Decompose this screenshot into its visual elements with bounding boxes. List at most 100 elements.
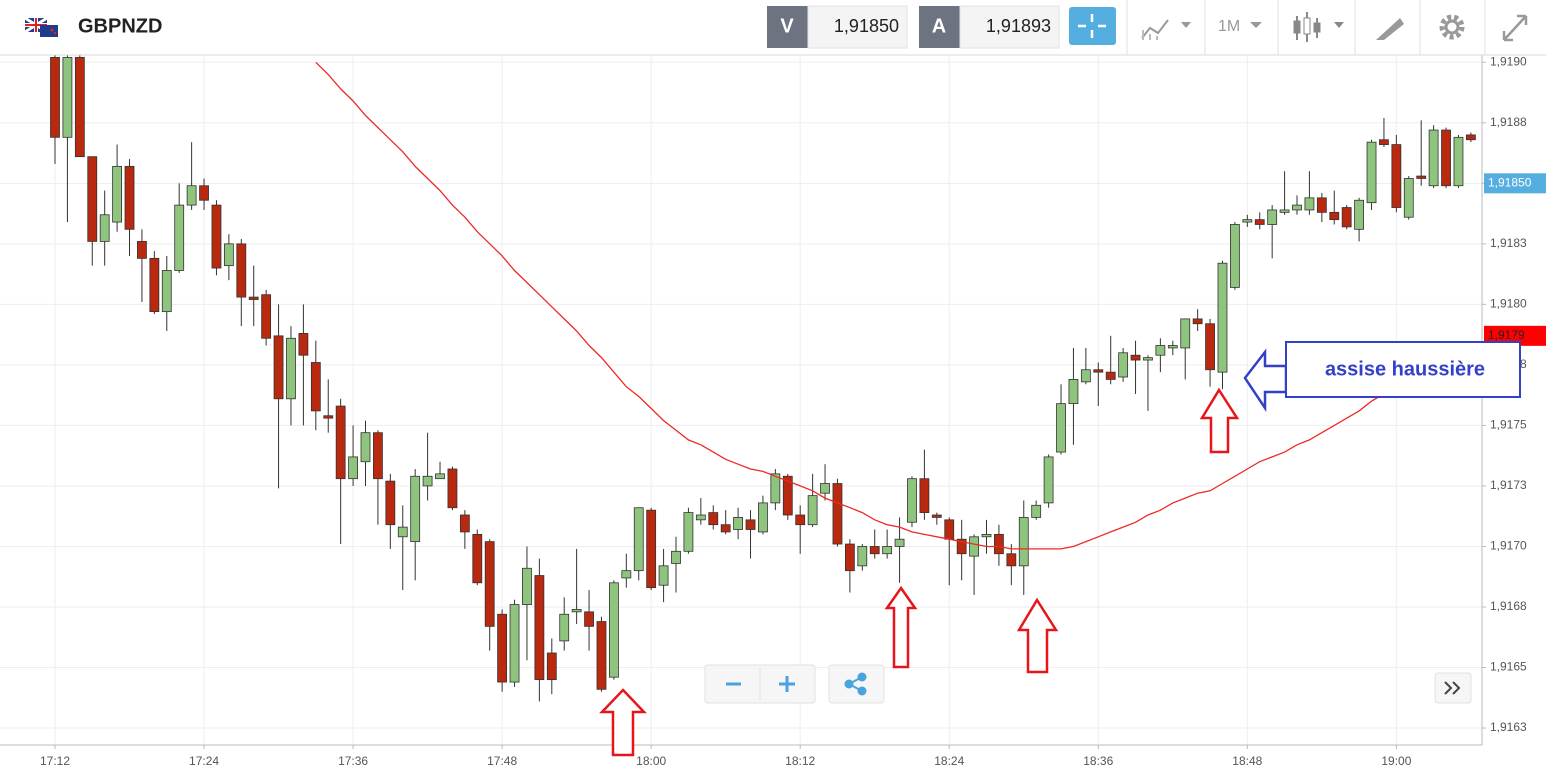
toolbar: GBPNZD V 1,91850 A 1,91893 1M bbox=[0, 0, 1546, 56]
candle-body bbox=[298, 333, 309, 356]
timeframe[interactable]: 1M bbox=[1218, 18, 1240, 35]
candle-body bbox=[770, 473, 781, 504]
candle-body bbox=[112, 165, 122, 223]
candle-body bbox=[1205, 323, 1215, 371]
candle-body bbox=[484, 541, 495, 627]
x-tick-label: 18:12 bbox=[785, 754, 815, 768]
candle-body bbox=[546, 652, 557, 681]
candle-body bbox=[1093, 369, 1104, 373]
plot-area bbox=[50, 55, 1476, 702]
candle-body bbox=[459, 514, 470, 533]
candle-body bbox=[1031, 504, 1042, 518]
scroll-right-button[interactable] bbox=[1434, 672, 1472, 704]
axes: 1,91901,91881,91851,91831,91801,91781,91… bbox=[40, 54, 1527, 768]
x-tick-label: 17:12 bbox=[40, 754, 70, 768]
candle-body bbox=[820, 483, 830, 494]
annotation-box bbox=[1285, 341, 1521, 398]
candle-body bbox=[1441, 129, 1451, 187]
candle-body bbox=[1230, 224, 1240, 288]
candle-body bbox=[733, 517, 743, 530]
price-tag-label: 1,91850 bbox=[1488, 175, 1532, 189]
candle-body bbox=[534, 575, 545, 681]
indicators-button[interactable] bbox=[1141, 19, 1191, 40]
candle-body bbox=[1453, 136, 1464, 187]
candle-body bbox=[273, 335, 284, 400]
candle-body bbox=[397, 526, 408, 538]
candle-body bbox=[497, 613, 508, 683]
candle-body bbox=[447, 468, 458, 509]
candle-body bbox=[348, 456, 358, 480]
candle-body bbox=[944, 519, 955, 540]
up-arrow bbox=[1199, 387, 1240, 454]
candle-body bbox=[1155, 345, 1166, 356]
candle-body bbox=[683, 512, 694, 552]
candle-body bbox=[1379, 139, 1389, 145]
draw-tool-button[interactable] bbox=[1376, 18, 1404, 40]
chart-type-button[interactable] bbox=[1293, 12, 1344, 42]
price-tags: 1,91850 1,9179 bbox=[1484, 173, 1546, 346]
candle-body bbox=[596, 621, 607, 690]
candle-body bbox=[99, 214, 110, 242]
candle-body bbox=[1242, 219, 1253, 223]
candle-body bbox=[720, 524, 731, 533]
candle-body bbox=[1180, 318, 1191, 349]
candle-body bbox=[422, 475, 433, 487]
candle-body bbox=[522, 567, 532, 605]
candle-body bbox=[1056, 403, 1066, 453]
buy-button[interactable] bbox=[919, 6, 960, 48]
crosshair-button[interactable] bbox=[1069, 7, 1116, 45]
share-button[interactable] bbox=[828, 664, 885, 704]
sell-price: 1,91850 bbox=[834, 16, 899, 36]
candle-body bbox=[1366, 141, 1377, 204]
candle-body bbox=[410, 475, 421, 543]
price-tag-label: 1,9179 bbox=[1488, 328, 1525, 342]
candle-body bbox=[758, 502, 768, 533]
candle-body bbox=[745, 519, 756, 530]
candle-body bbox=[335, 405, 346, 480]
candle-body bbox=[1043, 456, 1054, 504]
x-tick-label: 19:00 bbox=[1381, 754, 1411, 768]
candle-body bbox=[286, 337, 296, 400]
candle-body bbox=[1217, 262, 1228, 373]
buy-price: 1,91893 bbox=[986, 16, 1051, 36]
candle-body bbox=[1143, 357, 1153, 361]
fullscreen-button[interactable] bbox=[1502, 14, 1528, 42]
candle-body bbox=[1105, 371, 1116, 380]
candle-body bbox=[435, 473, 445, 480]
share-icon bbox=[844, 672, 867, 696]
grid bbox=[0, 55, 1482, 745]
candle-body bbox=[472, 533, 483, 584]
x-tick-label: 18:00 bbox=[636, 754, 666, 768]
candle-body bbox=[894, 538, 905, 547]
candle-body bbox=[633, 507, 644, 572]
candle-body bbox=[782, 475, 793, 516]
candle-body bbox=[1316, 197, 1327, 213]
candle-body bbox=[236, 243, 247, 298]
candle-body bbox=[559, 613, 570, 642]
flag-icon bbox=[24, 16, 58, 37]
candle-body bbox=[161, 270, 172, 313]
candle-body bbox=[248, 296, 259, 300]
candle-body bbox=[1018, 517, 1029, 567]
candle-body bbox=[1304, 197, 1315, 211]
candle-body bbox=[1292, 204, 1302, 211]
candle-body bbox=[844, 543, 855, 572]
candle-body bbox=[931, 514, 942, 518]
candle-body bbox=[869, 546, 880, 555]
sell-button[interactable] bbox=[767, 6, 808, 48]
candle-body bbox=[509, 604, 520, 683]
x-tick-label: 17:24 bbox=[189, 754, 219, 768]
candle-body bbox=[199, 185, 209, 201]
x-tick-label: 18:36 bbox=[1083, 754, 1113, 768]
buy-label: A bbox=[932, 15, 946, 37]
candle-body bbox=[1118, 352, 1129, 378]
up-arrow bbox=[599, 688, 647, 757]
up-arrow bbox=[884, 585, 918, 669]
settings-button[interactable] bbox=[1439, 14, 1465, 40]
candle-body bbox=[149, 257, 160, 313]
candle-body bbox=[174, 204, 185, 271]
candle-body bbox=[646, 509, 657, 589]
candle-body bbox=[1130, 354, 1141, 361]
crosshair-icon bbox=[1078, 14, 1106, 38]
candle-body bbox=[1416, 175, 1427, 179]
